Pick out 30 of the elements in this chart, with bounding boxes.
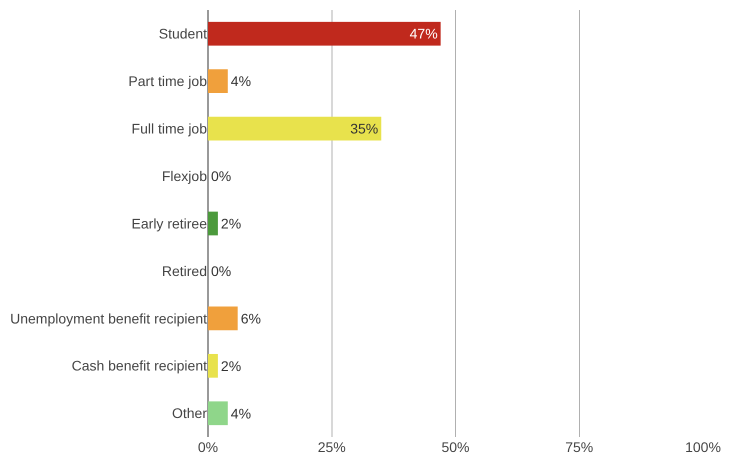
x-tick-label: 100% (685, 439, 721, 455)
bar (208, 354, 218, 378)
bar (208, 69, 228, 94)
bar (208, 22, 441, 46)
y-tick-label: Student (158, 26, 208, 42)
y-tick-label: Flexjob (162, 168, 208, 184)
x-tick-label: 50% (441, 439, 470, 455)
data-label: 2% (220, 358, 242, 374)
y-tick-label: Cash benefit recipient (72, 358, 208, 374)
bar (208, 116, 382, 140)
data-label: 4% (230, 405, 252, 422)
x-tick-label: 25% (318, 439, 346, 455)
data-label: 2% (220, 216, 242, 232)
data-label: 4% (230, 73, 252, 90)
data-label: 47% (410, 26, 438, 42)
x-tick-label: 0% (198, 439, 218, 455)
y-tick-label: Unemployment benefit recipient (10, 310, 208, 326)
x-tick-label: 75% (565, 439, 594, 455)
y-tick-label: Retired (162, 262, 207, 279)
data-label: 0% (211, 168, 232, 184)
bar (208, 212, 218, 236)
y-tick-label: Early retiree (132, 215, 208, 232)
bar (208, 401, 228, 426)
y-tick-label: Other (172, 405, 208, 422)
y-tick-label: Full time job (132, 120, 208, 137)
y-tick-label: Part time job (128, 73, 208, 90)
data-label: 6% (240, 310, 261, 326)
bar (208, 306, 238, 330)
data-label: 0% (211, 262, 232, 279)
data-label: 35% (350, 120, 378, 137)
